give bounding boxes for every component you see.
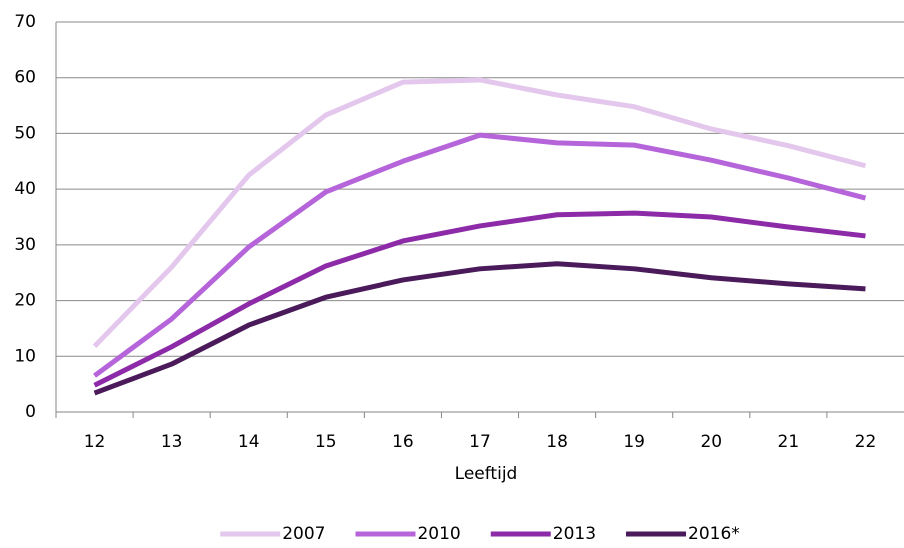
series-line <box>93 210 866 388</box>
y-tick-label: 60 <box>14 68 36 88</box>
x-tick-label: 20 <box>700 432 722 452</box>
series-line <box>92 77 867 349</box>
y-tick-label: 70 <box>14 12 36 32</box>
y-tick-label: 20 <box>14 291 36 311</box>
x-tick-label: 17 <box>469 432 491 452</box>
x-tick-label: 13 <box>161 432 183 452</box>
x-axis-label: Leeftijd <box>455 464 518 484</box>
legend-label: 2013 <box>553 524 596 544</box>
y-tick-label: 10 <box>14 346 36 366</box>
y-tick-label: 50 <box>14 123 36 143</box>
x-tick-label: 12 <box>84 432 106 452</box>
x-tick-label: 15 <box>315 432 337 452</box>
x-tick-label: 14 <box>238 432 260 452</box>
y-tick-label: 40 <box>14 179 36 199</box>
series-line <box>93 132 867 378</box>
series-line <box>93 261 866 396</box>
legend-label: 2016* <box>688 524 740 544</box>
x-tick-label: 19 <box>623 432 645 452</box>
x-tick-label: 22 <box>855 432 877 452</box>
y-tick-label: 0 <box>25 402 36 422</box>
x-tick-label: 18 <box>546 432 568 452</box>
legend-label: 2010 <box>417 524 460 544</box>
x-tick-label: 16 <box>392 432 414 452</box>
legend-label: 2007 <box>282 524 325 544</box>
y-tick-label: 30 <box>14 235 36 255</box>
x-tick-label: 21 <box>778 432 800 452</box>
